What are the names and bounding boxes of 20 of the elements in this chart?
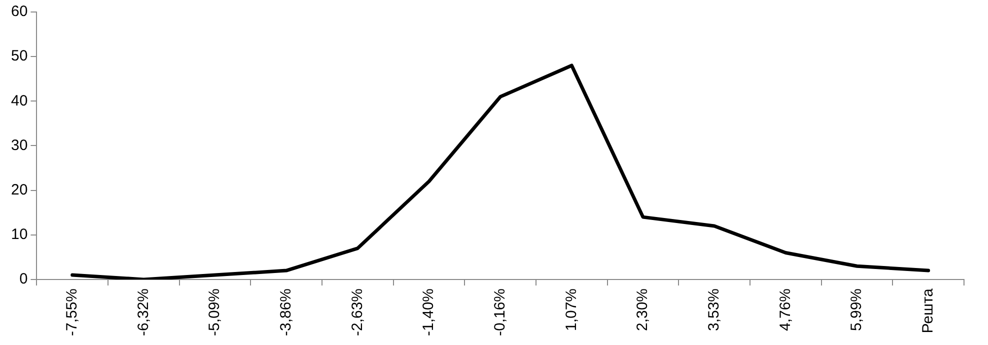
y-tick-label: 30 bbox=[10, 136, 28, 154]
y-tick-label: 40 bbox=[10, 92, 28, 110]
x-tick-label: 1,07% bbox=[562, 288, 580, 332]
x-tick-label: -2,63% bbox=[348, 288, 366, 336]
x-tick-label: Решта bbox=[919, 288, 936, 334]
y-tick-label: 0 bbox=[19, 270, 28, 288]
x-tick-label: -7,55% bbox=[63, 288, 80, 336]
x-tick-label: -1,40% bbox=[420, 288, 438, 336]
y-tick-label: 20 bbox=[10, 181, 28, 198]
y-tick-label: 10 bbox=[10, 226, 28, 244]
x-tick-label: -5,09% bbox=[206, 288, 224, 336]
x-tick-label: -3,86% bbox=[277, 288, 294, 336]
x-tick-label: 4,76% bbox=[776, 288, 794, 332]
y-tick-label: 50 bbox=[10, 48, 28, 65]
x-tick-label: 3,53% bbox=[705, 288, 722, 332]
x-tick-label: 5,99% bbox=[848, 288, 866, 332]
y-tick-label: 60 bbox=[10, 3, 28, 20]
x-tick-label: -6,32% bbox=[134, 288, 152, 336]
x-tick-label: 2,30% bbox=[634, 288, 652, 332]
x-tick-label: -0,16% bbox=[491, 288, 508, 336]
